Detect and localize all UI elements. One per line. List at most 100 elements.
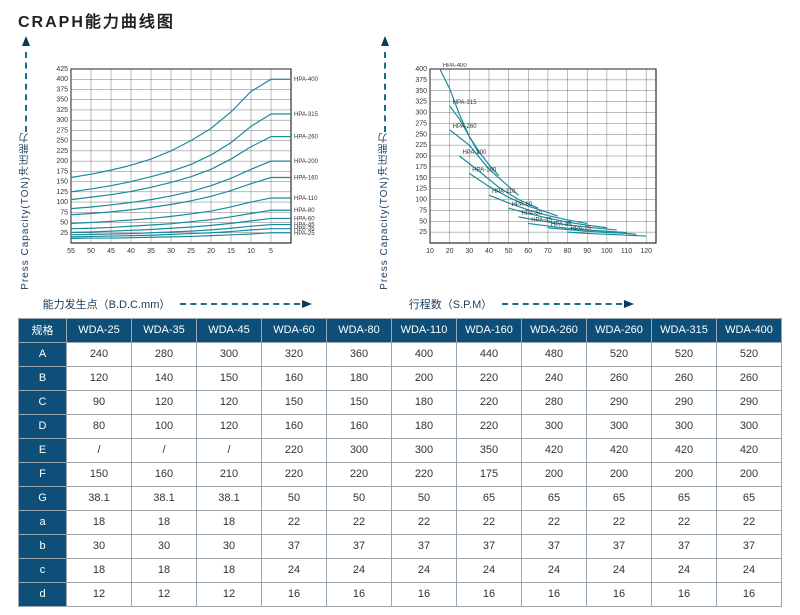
table-cell: 18 [197, 510, 262, 534]
svg-text:150: 150 [56, 179, 68, 186]
svg-text:225: 225 [56, 148, 68, 155]
table-row: a1818182222222222222222 [19, 510, 782, 534]
table-cell: 260 [652, 366, 717, 390]
table-col-header: WDA-400 [717, 318, 782, 342]
table-cell: 24 [652, 558, 717, 582]
table-corner: 规格 [19, 318, 67, 342]
table-row: B120140150160180200220240260260260 [19, 366, 782, 390]
table-cell: 220 [457, 366, 522, 390]
svg-text:90: 90 [583, 248, 591, 255]
table-cell: 16 [262, 582, 327, 606]
svg-text:HPA-110: HPA-110 [294, 196, 318, 202]
table-cell: 440 [457, 342, 522, 366]
table-cell: 220 [327, 462, 392, 486]
svg-text:50: 50 [60, 219, 68, 226]
svg-text:10: 10 [426, 248, 434, 255]
table-cell: 240 [522, 366, 587, 390]
table-cell: 37 [392, 534, 457, 558]
page-title: CRAPH能力曲线图 [18, 8, 782, 32]
table-cell: 16 [652, 582, 717, 606]
table-row-header: C [19, 390, 67, 414]
table-row-header: E [19, 438, 67, 462]
table-cell: 160 [132, 462, 197, 486]
svg-text:400: 400 [56, 76, 68, 83]
svg-text:10: 10 [247, 248, 255, 255]
table-col-header: WDA-35 [132, 318, 197, 342]
svg-text:40: 40 [485, 248, 493, 255]
table-cell: 18 [132, 558, 197, 582]
table-cell: 120 [197, 390, 262, 414]
svg-text:275: 275 [56, 127, 68, 134]
svg-text:275: 275 [415, 120, 427, 127]
chart-left-xlabel: 能力发生点（B.D.C.mm） [43, 296, 313, 312]
svg-text:HPA-80: HPA-80 [294, 208, 315, 214]
svg-text:300: 300 [415, 109, 427, 116]
svg-text:20: 20 [207, 248, 215, 255]
table-cell: 50 [262, 486, 327, 510]
arrow-up-icon [381, 36, 389, 46]
spec-table: 规格WDA-25WDA-35WDA-45WDA-60WDA-80WDA-110W… [18, 318, 782, 607]
svg-text:70: 70 [544, 248, 552, 255]
table-cell: 420 [522, 438, 587, 462]
table-cell: 200 [522, 462, 587, 486]
table-cell: 300 [717, 414, 782, 438]
table-col-header: WDA-60 [262, 318, 327, 342]
table-cell: 420 [717, 438, 782, 462]
table-cell: 22 [652, 510, 717, 534]
table-cell: 12 [67, 582, 132, 606]
table-cell: 22 [457, 510, 522, 534]
table-cell: 22 [262, 510, 327, 534]
table-cell: 12 [197, 582, 262, 606]
svg-text:HPA-25: HPA-25 [294, 231, 315, 237]
svg-text:25: 25 [419, 229, 427, 236]
table-cell: 280 [132, 342, 197, 366]
table-cell: 290 [652, 390, 717, 414]
table-cell: 24 [262, 558, 327, 582]
svg-text:HPA-400: HPA-400 [443, 63, 468, 69]
table-cell: 50 [392, 486, 457, 510]
table-cell: 120 [197, 414, 262, 438]
svg-text:100: 100 [415, 196, 427, 203]
svg-text:HPA-260: HPA-260 [453, 124, 478, 130]
svg-text:HPA-25: HPA-25 [571, 226, 592, 232]
svg-text:HPA-110: HPA-110 [492, 189, 516, 195]
table-cell: 290 [717, 390, 782, 414]
table-cell: 37 [522, 534, 587, 558]
svg-text:5: 5 [269, 248, 273, 255]
table-row: G38.138.138.15050506565656565 [19, 486, 782, 510]
table-cell: 350 [457, 438, 522, 462]
svg-text:75: 75 [419, 207, 427, 214]
table-row-header: b [19, 534, 67, 558]
table-cell: 180 [327, 366, 392, 390]
svg-text:100: 100 [56, 199, 68, 206]
table-row: D80100120160160180220300300300300 [19, 414, 782, 438]
table-cell: 24 [457, 558, 522, 582]
table-cell: 65 [652, 486, 717, 510]
table-cell: 16 [587, 582, 652, 606]
svg-text:250: 250 [415, 131, 427, 138]
svg-text:200: 200 [56, 158, 68, 165]
table-cell: 30 [197, 534, 262, 558]
svg-text:175: 175 [415, 164, 427, 171]
table-cell: 65 [717, 486, 782, 510]
svg-text:50: 50 [419, 218, 427, 225]
svg-text:HPA-400: HPA-400 [294, 77, 319, 83]
table-cell: 18 [67, 510, 132, 534]
table-cell: 30 [67, 534, 132, 558]
table-cell: 16 [457, 582, 522, 606]
table-cell: 16 [522, 582, 587, 606]
table-cell: 160 [327, 414, 392, 438]
table-cell: 220 [262, 462, 327, 486]
chart-right-ylabel: Press Capacity(TON)冲压能力 [377, 36, 392, 290]
svg-text:HPA-315: HPA-315 [453, 100, 478, 106]
svg-text:45: 45 [107, 248, 115, 255]
table-cell: 520 [652, 342, 717, 366]
table-cell: 18 [67, 558, 132, 582]
table-cell: 175 [457, 462, 522, 486]
svg-text:40: 40 [127, 248, 135, 255]
svg-text:35: 35 [147, 248, 155, 255]
table-cell: 260 [717, 366, 782, 390]
table-cell: 150 [197, 366, 262, 390]
table-cell: 16 [327, 582, 392, 606]
svg-text:120: 120 [640, 248, 652, 255]
